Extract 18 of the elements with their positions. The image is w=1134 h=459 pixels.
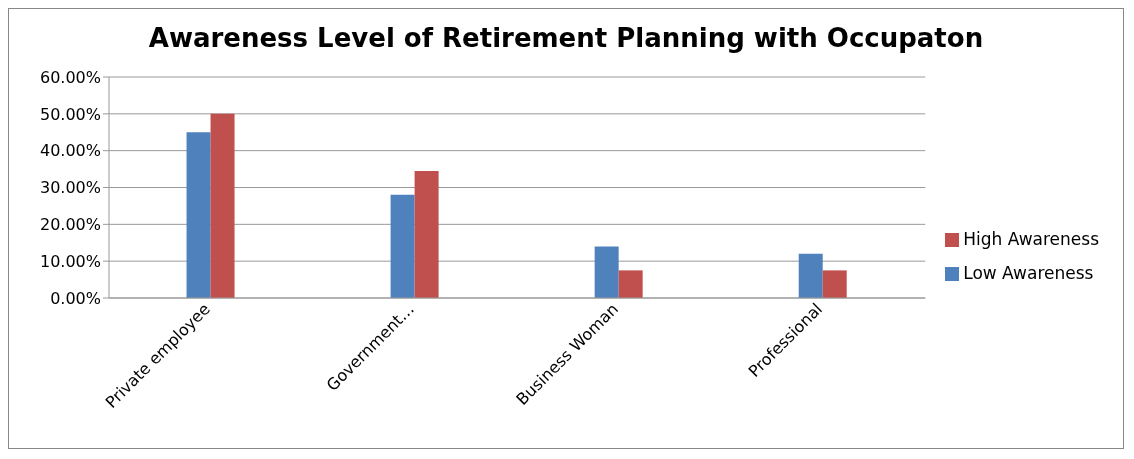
y-tick-label: 30.00% xyxy=(39,178,101,198)
legend-label: High Awareness xyxy=(963,228,1099,249)
bar xyxy=(594,246,619,298)
y-tick-label: 40.00% xyxy=(39,141,101,161)
bar xyxy=(186,132,211,298)
chart-title: Awareness Level of Retirement Planning with Occupaton xyxy=(147,23,985,55)
y-tick-label: 50.00% xyxy=(39,104,101,124)
y-tick-label: 0.00% xyxy=(50,288,101,308)
bar xyxy=(618,270,643,298)
bar xyxy=(798,253,823,298)
y-tick-label: 60.00% xyxy=(39,67,101,87)
bar xyxy=(390,194,415,298)
y-tick-label: 20.00% xyxy=(39,215,101,235)
legend-label: Low Awareness xyxy=(963,262,1094,283)
bar xyxy=(822,270,847,298)
bar xyxy=(414,170,439,298)
y-tick-label: 10.00% xyxy=(39,251,101,271)
bar xyxy=(210,113,235,298)
